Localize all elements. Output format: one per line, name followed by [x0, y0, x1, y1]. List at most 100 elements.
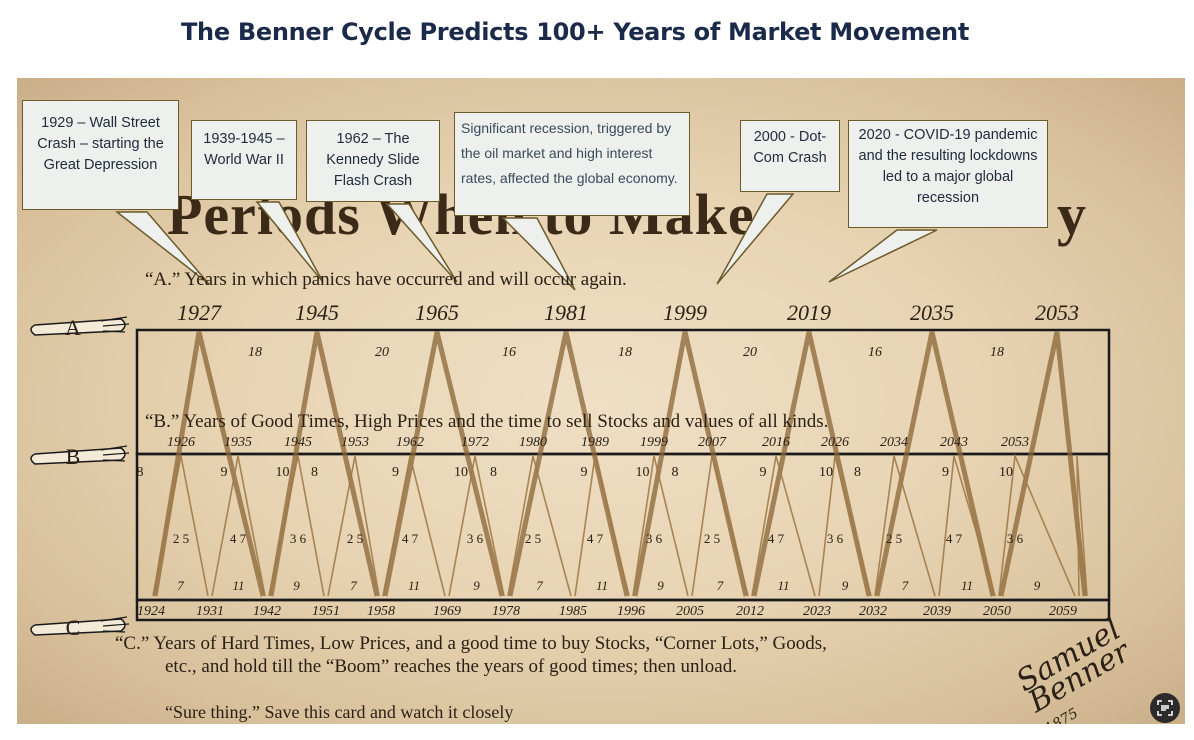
cycle-pair-number: 2 5: [173, 531, 189, 546]
callout-1962: 1962 – The Kennedy Slide Flash Crash: [306, 120, 440, 202]
row-a-gap: 18: [990, 345, 1004, 360]
cycle-bottom-number: 11: [596, 578, 608, 593]
panic-peak-line: [268, 331, 380, 597]
cycle-mid-number: 8: [137, 465, 144, 480]
cycle-pair-number: 4 7: [768, 531, 785, 546]
row-a-year: 2053: [1035, 300, 1079, 325]
row-c-year: 2039: [923, 604, 951, 619]
cycle-mid-number: 9: [581, 465, 588, 480]
page-title: The Benner Cycle Predicts 100+ Years of …: [180, 18, 970, 46]
row-a-year: 1999: [663, 300, 707, 325]
row-b-year: 1962: [396, 435, 424, 450]
cycle-bottom-number: 11: [961, 578, 973, 593]
cycle-mid-number: 8: [672, 465, 679, 480]
good-times-peak-line: [382, 455, 446, 597]
cycle-bottom-number: 7: [177, 578, 184, 593]
good-times-peak-line: [1076, 455, 1088, 597]
cycle-bottom-number: 7: [350, 578, 357, 593]
cycle-pair-number: 2 5: [886, 531, 902, 546]
cycle-bottom-number: 7: [902, 578, 909, 593]
row-a-year: 1927: [177, 300, 222, 325]
good-times-peak-line: [211, 455, 266, 597]
line-c-text-2: etc., and hold till the “Boom” reaches t…: [165, 656, 737, 677]
cycle-pair-number: 4 7: [587, 531, 604, 546]
good-times-peak-line: [574, 455, 630, 597]
hand-finger-icon: [100, 316, 130, 333]
panic-peak-line: [507, 331, 630, 597]
row-b-year: 1935: [224, 435, 252, 450]
callout-2000: 2000 - Dot-Com Crash: [740, 120, 840, 192]
panic-peak-line: [751, 331, 872, 597]
row-a-year: 1945: [295, 300, 339, 325]
cycle-pair-number: 3 6: [467, 531, 484, 546]
panic-peak-line: [874, 331, 996, 597]
cycle-mid-number: 9: [221, 465, 228, 480]
cycle-mid-number: 10: [999, 465, 1013, 480]
row-b-year: 2034: [880, 435, 908, 450]
cycle-mid-number: 10: [454, 465, 468, 480]
row-c-year: 1978: [492, 604, 520, 619]
row-c-year: 2050: [983, 604, 1011, 619]
cycle-mid-number: 9: [392, 465, 399, 480]
callout-oil-recession: Significant recession, triggered by the …: [454, 112, 690, 216]
callout-pointer: [716, 193, 795, 285]
hand-finger-icon: [100, 445, 130, 462]
row-b-year: 1980: [519, 435, 547, 450]
cycle-pair-number: 4 7: [946, 531, 963, 546]
good-times-peak-line: [998, 452, 1076, 597]
row-a-gap: 16: [502, 345, 516, 360]
cycle-bottom-number: 7: [717, 578, 724, 593]
text-scan-icon[interactable]: [1150, 693, 1180, 723]
cycle-pair-number: 3 6: [646, 531, 663, 546]
good-times-peak-line: [818, 455, 872, 597]
panic-peak-line: [382, 331, 505, 597]
row-c-year: 1958: [367, 604, 395, 619]
good-times-peak-line: [448, 455, 505, 597]
cycle-pair-number: 3 6: [827, 531, 844, 546]
benner-card-image: Periods When to Make y 19271945196519811…: [17, 78, 1185, 724]
row-c-year: 1951: [312, 604, 340, 619]
row-b-year: 2053: [1001, 435, 1029, 450]
row-b-year: 2016: [762, 435, 790, 450]
row-c-year: 2032: [859, 604, 887, 619]
good-times-peak-line: [938, 455, 996, 597]
panic-peak-line: [998, 331, 1088, 597]
row-c-year: 1996: [617, 604, 645, 619]
cycle-mid-number: 10: [636, 465, 650, 480]
cycle-mid-number: 8: [490, 465, 497, 480]
callout-2020: 2020 - COVID-19 pandemic and the resulti…: [848, 120, 1048, 228]
cycle-bottom-number: 9: [473, 578, 480, 593]
good-times-peak-line: [152, 455, 209, 597]
line-a-text: “A.” Years in which panics have occurred…: [145, 269, 627, 290]
panic-peak-line: [152, 331, 266, 597]
panic-peak-line: [632, 331, 749, 597]
good-times-peak-line: [751, 455, 816, 597]
cycle-mid-number: 8: [311, 465, 318, 480]
row-c-year: 2023: [803, 604, 831, 619]
row-b-year: 1972: [461, 435, 489, 450]
row-b-year: 1926: [167, 435, 195, 450]
callout-pointer: [501, 217, 576, 291]
row-b-year: 1999: [640, 435, 668, 450]
cycle-bottom-number: 9: [1034, 578, 1041, 593]
cycle-pair-number: 2 5: [704, 531, 720, 546]
callout-pointer: [385, 203, 458, 283]
row-c-year: 2059: [1049, 604, 1077, 619]
cycle-pair-number: 2 5: [347, 531, 363, 546]
marker-letter-a: A: [65, 315, 81, 340]
cycle-mid-number: 9: [942, 465, 949, 480]
pointing-hand-icon: [30, 318, 126, 336]
callout-pointer: [255, 201, 324, 283]
pointing-hand-icon: [30, 447, 126, 465]
marker-letter-b: B: [66, 444, 81, 469]
cycle-bottom-number: 11: [232, 578, 244, 593]
good-times-peak-line: [632, 455, 689, 597]
row-a-year: 1965: [415, 300, 459, 325]
card-heading-tail: y: [1057, 182, 1086, 247]
good-times-peak-line: [874, 455, 936, 597]
row-a-gap: 20: [375, 345, 389, 360]
pointing-hand-icon: [30, 618, 126, 636]
row-c-year: 2005: [676, 604, 704, 619]
good-times-peak-line: [268, 455, 325, 597]
